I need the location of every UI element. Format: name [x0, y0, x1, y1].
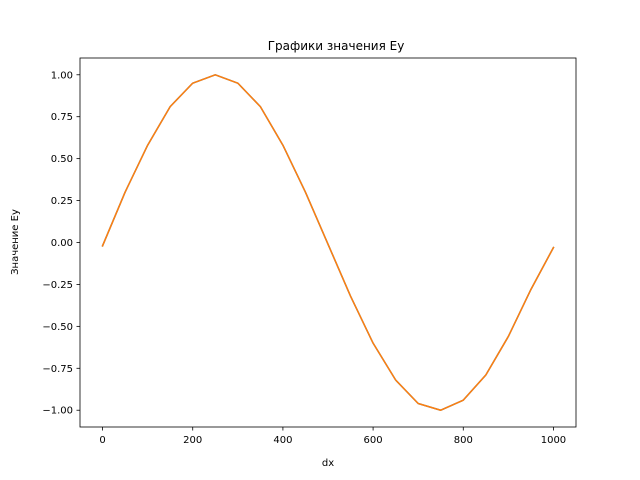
y-tick-label: 0.50 [51, 154, 73, 165]
y-tick-label: 0.00 [51, 238, 73, 249]
y-tick-label: 1.00 [51, 70, 73, 81]
plot-area: 0 200 400 600 800 1000 1.00 0.75 0.50 0.25 0.00 −0.… [42, 57, 577, 446]
y-tick-label: −1.00 [42, 406, 73, 417]
x-tick-label: 0 [99, 435, 105, 446]
series-line-2 [101, 74, 555, 411]
y-tick-label: −0.75 [42, 364, 73, 375]
y-tick-label: 0.25 [51, 196, 73, 207]
y-axis-label: Значение Ey [10, 209, 21, 275]
x-tick-label: 400 [273, 435, 292, 446]
x-tick-label: 600 [364, 435, 383, 446]
x-tick-label: 1000 [541, 435, 566, 446]
x-axis-label: dx [322, 458, 334, 469]
chart-title: Графики значения Ey [268, 39, 405, 53]
y-tick-label: −0.25 [42, 280, 73, 291]
x-tick-label: 800 [454, 435, 473, 446]
y-tick-label: −0.50 [42, 322, 73, 333]
x-tick-label: 200 [183, 435, 202, 446]
y-tick-label: 0.75 [51, 112, 73, 123]
